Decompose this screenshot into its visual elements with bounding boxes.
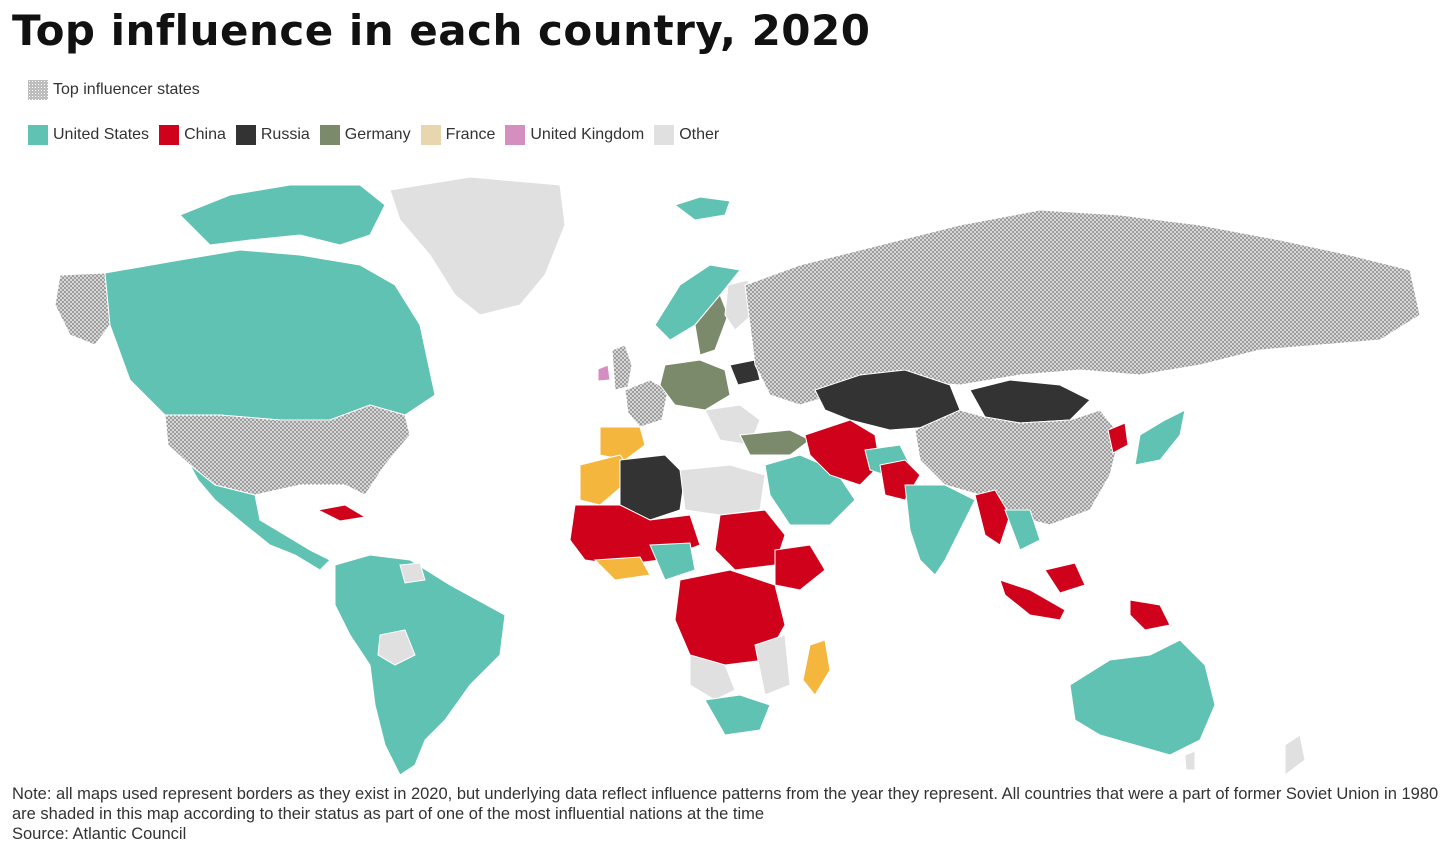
legend-swatch	[235, 125, 256, 145]
region-germany-area	[659, 359, 731, 411]
region-france	[624, 379, 669, 428]
region-ireland	[597, 364, 611, 382]
region-madagascar	[802, 639, 831, 696]
region-libya-egypt	[679, 464, 766, 516]
legend-item-united-kingdom: United Kingdom	[505, 125, 644, 145]
page-title: Top influence in each country, 2020	[12, 6, 871, 55]
region-thailand	[1004, 509, 1041, 551]
legend-label: Russia	[260, 126, 310, 143]
legend-label: Other	[679, 126, 720, 143]
region-iran	[804, 419, 881, 486]
region-nigeria	[649, 542, 696, 581]
legend-label: China	[184, 126, 226, 143]
legend-swatch	[420, 125, 441, 145]
world-map	[54, 176, 1421, 776]
legend-label: United Kingdom	[530, 126, 645, 143]
legend-swatch	[159, 125, 180, 145]
legend-swatch	[319, 125, 340, 145]
legend-swatch	[654, 125, 675, 145]
region-papua	[1129, 599, 1171, 631]
legend-item-russia: Russia	[235, 125, 310, 145]
legend-swatch	[28, 125, 48, 145]
legend-label: Germany	[344, 126, 411, 143]
region-spain	[599, 426, 646, 461]
region-belarus	[729, 359, 761, 386]
region-south-tip	[1184, 750, 1196, 771]
region-sweden	[694, 294, 729, 356]
region-south-america	[334, 554, 506, 776]
region-mexico	[189, 464, 331, 571]
region-new-zealand	[1284, 734, 1306, 776]
region-uk	[611, 344, 633, 391]
region-cuba	[316, 504, 367, 522]
region-mongolia	[969, 379, 1091, 424]
legend-item-other: Other	[654, 125, 719, 145]
legend: United States China Russia Germany Franc…	[28, 125, 729, 145]
hatch-label: Top influencer states	[53, 81, 200, 98]
region-indonesia	[999, 579, 1066, 621]
legend-item-france: France	[420, 125, 496, 145]
region-japan	[1134, 409, 1186, 466]
legend-swatch	[505, 125, 526, 145]
region-alaska	[54, 272, 111, 346]
region-ethiopia	[774, 544, 826, 591]
legend-hatch: Top influencer states	[28, 80, 200, 100]
hatch-swatch-icon	[28, 80, 48, 100]
region-mozambique	[754, 634, 791, 696]
region-india	[904, 484, 976, 576]
region-angola-area	[689, 654, 736, 701]
source-text: Source: Atlantic Council	[12, 825, 187, 843]
region-australia	[1069, 639, 1216, 756]
legend-label: United States	[53, 126, 150, 143]
region-myanmar	[974, 489, 1011, 546]
region-south-africa	[704, 694, 771, 736]
region-west-africa	[593, 556, 651, 581]
region-china	[914, 409, 1121, 526]
region-canada-arctic	[179, 184, 386, 246]
region-canada	[104, 249, 436, 421]
legend-item-china: China	[159, 125, 226, 145]
region-bolivia	[377, 629, 416, 666]
region-norway	[654, 264, 741, 341]
region-finland	[724, 279, 753, 331]
region-north-korea	[1107, 422, 1129, 454]
region-turkey	[739, 429, 811, 456]
legend-item-united-states: United States	[28, 125, 149, 145]
legend-item-germany: Germany	[319, 125, 411, 145]
note-text: Note: all maps used represent borders as…	[12, 785, 1439, 823]
region-borneo	[1044, 562, 1086, 594]
region-russia	[744, 209, 1421, 406]
region-iceland	[673, 196, 731, 221]
footnote: Note: all maps used represent borders as…	[12, 784, 1442, 844]
region-greenland	[389, 176, 566, 316]
legend-label: France	[445, 126, 496, 143]
region-venezuela	[399, 562, 426, 584]
